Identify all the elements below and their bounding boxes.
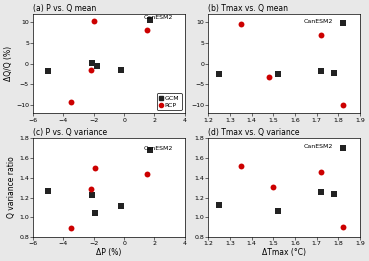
Text: (a) P vs. Q mean: (a) P vs. Q mean [33,4,96,13]
X-axis label: ΔP (%): ΔP (%) [96,248,122,257]
Point [275,72,280,76]
Point [339,146,345,150]
Point [216,72,222,76]
Point [318,69,324,73]
Point [238,164,244,168]
Text: CanESM2: CanESM2 [144,15,173,20]
X-axis label: ΔTmax (°C): ΔTmax (°C) [262,248,306,257]
Point [45,188,51,193]
Point [339,225,345,229]
Text: CanESM2: CanESM2 [144,146,173,151]
Text: CanESM2: CanESM2 [304,19,333,24]
Y-axis label: Q variance ratio: Q variance ratio [7,157,16,218]
Point [270,185,276,189]
Point [339,103,345,107]
Point [216,203,222,207]
Point [68,226,74,230]
Point [318,33,324,37]
Point [144,171,150,176]
Point [92,211,98,216]
Text: (c) P vs. Q variance: (c) P vs. Q variance [33,128,107,137]
Text: CanESM2: CanESM2 [304,144,333,149]
Point [331,192,337,196]
Point [89,61,95,65]
Point [147,148,153,152]
Legend: GCM, RCP: GCM, RCP [157,93,182,110]
Point [118,204,124,209]
Point [118,68,124,72]
Point [238,22,244,26]
Point [339,21,345,26]
Point [45,69,51,73]
Point [92,165,98,170]
Point [89,192,95,197]
Point [94,64,100,68]
Point [331,71,337,75]
Text: (b) Tmax vs. Q mean: (b) Tmax vs. Q mean [208,4,288,13]
Point [88,186,94,191]
Point [318,189,324,194]
Point [147,18,153,22]
Point [68,100,74,104]
Y-axis label: ΔQ/Q (%): ΔQ/Q (%) [4,46,13,81]
Text: (d) Tmax vs. Q variance: (d) Tmax vs. Q variance [208,128,300,137]
Point [91,19,97,23]
Point [318,170,324,174]
Point [88,68,94,72]
Point [144,28,150,32]
Point [275,209,280,213]
Point [266,75,272,79]
